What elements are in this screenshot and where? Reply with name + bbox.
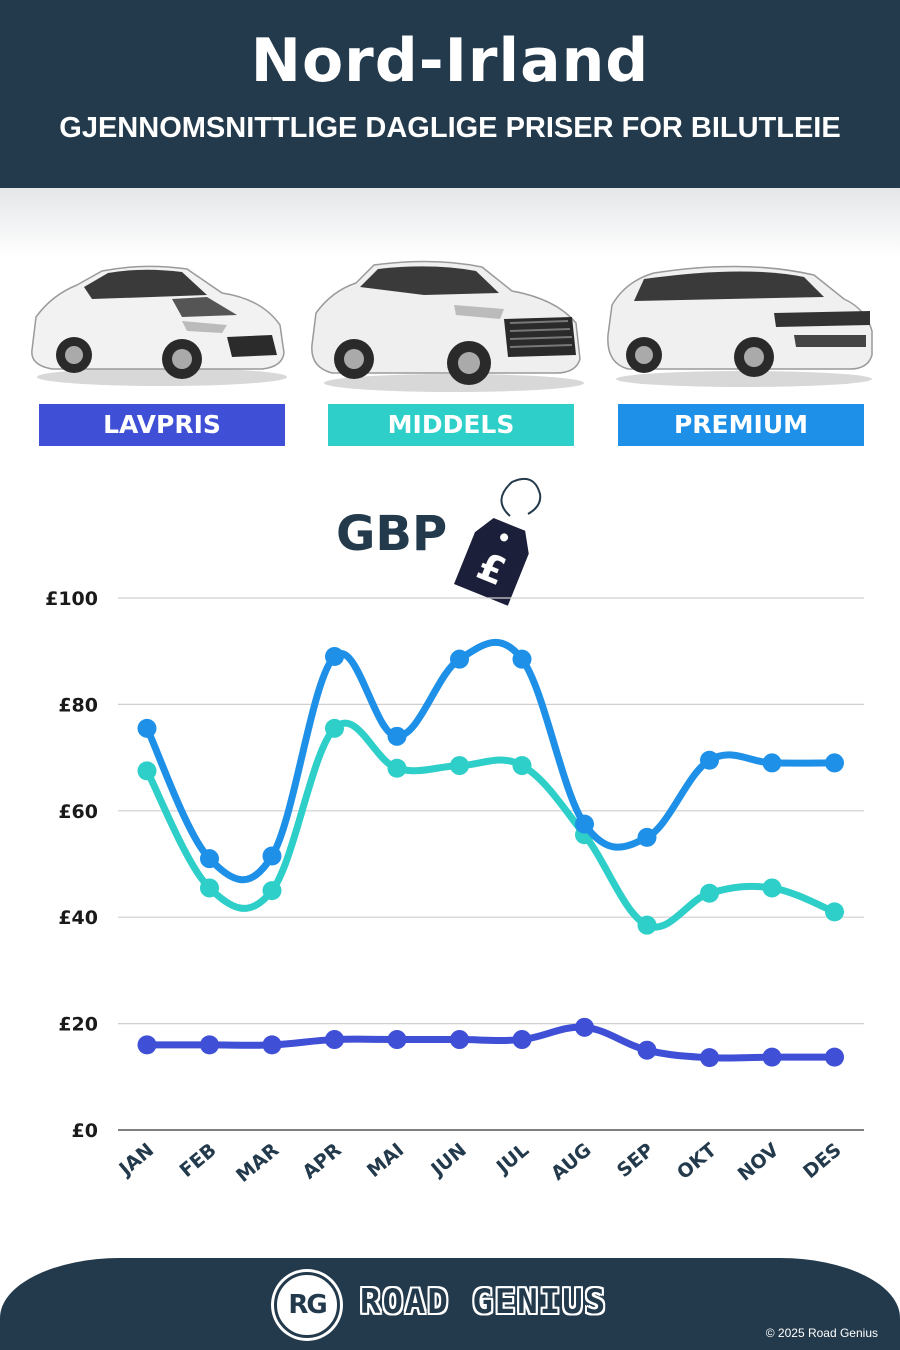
- category-badge-middels: MIDDELS: [328, 404, 574, 446]
- y-tick-label: £40: [58, 907, 98, 929]
- x-tick-label: JUL: [491, 1139, 533, 1179]
- header-banner: Nord-Irland GJENNOMSNITTLIGE DAGLIGE PRI…: [0, 0, 900, 188]
- data-point: [825, 902, 844, 922]
- y-tick-label: £60: [58, 801, 98, 823]
- data-point: [200, 849, 219, 869]
- data-point: [512, 649, 532, 669]
- data-point: [450, 756, 469, 776]
- data-point: [387, 726, 407, 746]
- y-tick-label: £100: [45, 588, 98, 610]
- x-tick-label: AUG: [547, 1139, 596, 1185]
- premium-suv-car-image: [607, 265, 873, 387]
- data-point: [825, 1047, 844, 1067]
- data-point: [762, 1047, 782, 1067]
- suv-car-image: [311, 260, 584, 392]
- price-tag-icon: £: [454, 478, 542, 606]
- data-point: [512, 1030, 532, 1050]
- data-point: [575, 1017, 594, 1037]
- data-point: [700, 1048, 719, 1068]
- data-point: [137, 761, 157, 781]
- data-point: [325, 1030, 344, 1050]
- data-point: [825, 753, 844, 773]
- data-point: [450, 1030, 469, 1050]
- road-genius-logo: RG: [274, 1272, 340, 1338]
- x-tick-label: OKT: [673, 1139, 721, 1184]
- category-badge-premium: PREMIUM: [618, 404, 864, 446]
- data-point: [325, 647, 344, 667]
- data-point: [700, 883, 719, 903]
- x-tick-label: JUN: [426, 1139, 471, 1182]
- page-subtitle: GJENNOMSNITTLIGE DAGLIGE PRISER FOR BILU…: [59, 112, 841, 144]
- data-point: [325, 718, 344, 738]
- series-premium: [137, 638, 844, 884]
- series-lavpris: [137, 1017, 844, 1068]
- data-point: [762, 878, 782, 898]
- data-point: [200, 1035, 219, 1055]
- x-tick-label: MAR: [232, 1139, 283, 1187]
- data-point: [262, 1035, 282, 1055]
- x-tick-label: SEP: [613, 1139, 658, 1182]
- x-tick-label: JAN: [114, 1139, 159, 1181]
- currency-label: GBP: [336, 506, 448, 562]
- line-chart: £0 £20 £40 £60 £80 £100 JAN FEB MAR APR MAI JUN JUL…: [45, 588, 864, 1187]
- y-axis-tick-labels: £0 £20 £40 £60 £80 £100: [45, 588, 98, 1142]
- data-point: [575, 814, 594, 834]
- data-point: [762, 753, 782, 773]
- data-point: [637, 827, 657, 847]
- y-tick-label: £0: [72, 1120, 98, 1142]
- series-middels: [137, 718, 844, 935]
- data-point: [512, 756, 532, 776]
- hatchback-car-image: [31, 265, 287, 386]
- x-tick-label: FEB: [176, 1139, 221, 1182]
- series-line: [143, 1023, 838, 1062]
- data-point: [637, 915, 657, 935]
- data-point: [137, 718, 157, 738]
- data-point: [137, 1035, 157, 1055]
- data-point: [387, 758, 407, 778]
- y-tick-label: £20: [58, 1014, 98, 1036]
- y-tick-label: £80: [58, 694, 98, 716]
- x-tick-label: DES: [799, 1139, 846, 1183]
- data-point: [637, 1040, 657, 1060]
- brand-name: ROAD GENIUS: [360, 1282, 608, 1322]
- x-tick-label: APR: [298, 1139, 346, 1184]
- data-series: [137, 638, 844, 1068]
- x-tick-label: MAI: [363, 1139, 408, 1182]
- copyright-text: © 2025 Road Genius: [765, 1326, 878, 1340]
- x-axis-tick-labels: JAN FEB MAR APR MAI JUN JUL AUG SEP OKT NOV DES: [114, 1139, 846, 1187]
- x-tick-label: NOV: [734, 1139, 784, 1186]
- data-point: [450, 649, 469, 669]
- header-shadow: [0, 188, 900, 258]
- category-badge-lavpris: LAVPRIS: [39, 404, 285, 446]
- page-title: Nord-Irland: [250, 26, 650, 96]
- gridlines: [118, 597, 864, 1131]
- data-point: [200, 878, 219, 898]
- data-point: [700, 750, 719, 770]
- data-point: [387, 1030, 407, 1050]
- data-point: [262, 881, 282, 901]
- data-point: [262, 846, 282, 866]
- footer-bar: [0, 1258, 900, 1350]
